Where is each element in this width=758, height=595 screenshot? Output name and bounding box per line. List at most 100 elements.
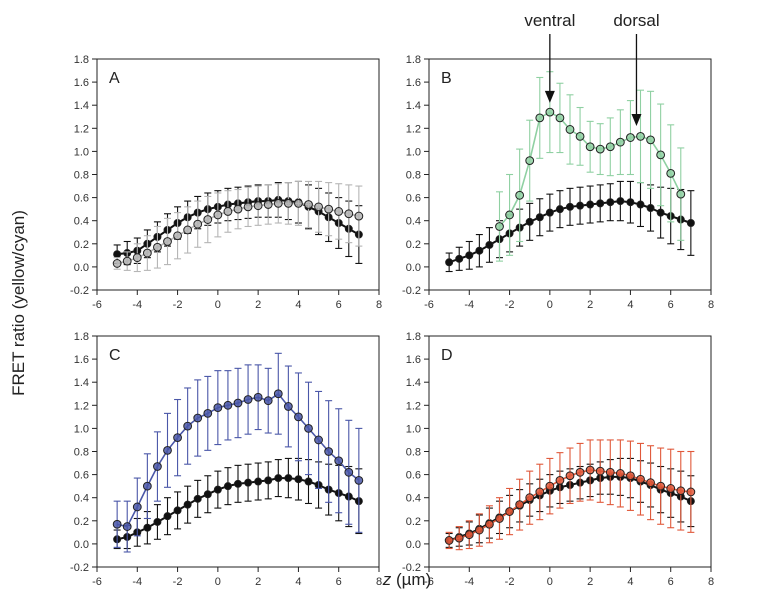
- data-point: [505, 210, 514, 220]
- y-tick-label: 0.0: [406, 262, 421, 274]
- data-point: [615, 137, 625, 147]
- data-point: [283, 198, 293, 208]
- annotation-arrow-head: [544, 90, 555, 103]
- x-tick-label: -2: [505, 299, 515, 311]
- y-tick-label: 1.8: [406, 331, 421, 343]
- annotation-label: dorsal: [613, 11, 659, 30]
- y-tick-label: 0.6: [406, 193, 421, 205]
- data-point: [253, 392, 263, 402]
- data-point: [113, 250, 122, 259]
- panel-b: -0.2 0.0 0.2 0.4 0.6 0.8 1.0 1.2 1.4 1.6 1.8 -6 -4 -2…: [402, 54, 714, 311]
- data-point: [153, 462, 162, 471]
- data-point: [656, 481, 666, 491]
- data-point: [495, 222, 504, 231]
- data-point: [535, 487, 545, 497]
- x-tick-label: 6: [336, 299, 342, 311]
- data-point: [223, 207, 233, 216]
- data-point: [646, 135, 655, 145]
- x-tick-label: -2: [173, 576, 183, 588]
- x-tick-label: 8: [376, 576, 382, 588]
- y-tick-label: 1.0: [406, 423, 421, 435]
- data-point: [555, 205, 564, 214]
- data-point: [515, 500, 525, 510]
- data-point: [354, 475, 364, 485]
- data-point: [656, 150, 666, 160]
- data-point: [273, 198, 283, 208]
- y-tick-label: 0.4: [74, 493, 89, 505]
- data-point: [213, 485, 222, 494]
- x-tick-label: 6: [336, 576, 342, 588]
- data-point: [344, 467, 354, 477]
- data-point: [143, 523, 152, 532]
- data-point: [344, 209, 354, 219]
- series-c: [112, 352, 364, 553]
- data-point: [183, 421, 193, 431]
- data-point: [304, 477, 313, 486]
- x-axis-variable: z: [382, 570, 392, 589]
- data-point: [646, 203, 655, 212]
- y-tick-label: 1.4: [406, 100, 421, 112]
- data-point: [515, 190, 525, 200]
- x-axis-unit: (µm): [391, 570, 431, 589]
- data-point: [575, 131, 585, 141]
- annotations-layer: ventral dorsal: [524, 11, 660, 126]
- data-point: [223, 400, 233, 410]
- data-point: [465, 251, 474, 260]
- y-tick-label: 1.2: [406, 123, 421, 135]
- panel-letter: D: [441, 347, 453, 364]
- x-tick-label: 0: [547, 299, 553, 311]
- panel-letter: C: [109, 347, 121, 364]
- x-tick-label: -6: [424, 576, 434, 588]
- x-tick-label: 0: [547, 576, 553, 588]
- x-tick-label: -4: [464, 299, 474, 311]
- data-point: [183, 225, 193, 235]
- y-tick-label: 1.0: [74, 423, 89, 435]
- x-tick-label: 4: [627, 299, 633, 311]
- annotation-dorsal: dorsal: [613, 11, 660, 126]
- y-tick-label: 1.2: [74, 400, 89, 412]
- data-point: [304, 424, 313, 433]
- y-tick-label: 0.0: [74, 539, 89, 551]
- panel-letter: A: [109, 70, 120, 87]
- data-point: [485, 240, 494, 249]
- data-point: [274, 474, 283, 483]
- data-point: [223, 482, 232, 491]
- data-point: [626, 471, 635, 481]
- data-point: [122, 522, 132, 531]
- data-point: [294, 475, 303, 484]
- y-tick-label: 0.0: [74, 262, 89, 274]
- data-point: [595, 466, 605, 476]
- data-point: [304, 200, 313, 209]
- data-point: [495, 514, 504, 523]
- data-point: [535, 113, 545, 123]
- data-point: [595, 144, 605, 154]
- y-tick-label: 1.0: [74, 146, 89, 158]
- data-point: [213, 210, 223, 220]
- data-point: [586, 200, 595, 209]
- data-point: [576, 201, 585, 210]
- data-point: [354, 211, 364, 221]
- data-point: [324, 204, 334, 214]
- x-tick-label: 6: [668, 299, 674, 311]
- data-point: [565, 471, 575, 481]
- panels-layer: -0.2 0.0 0.2 0.4 0.6 0.8 1.0 1.2 1.4 1.6 1.8 -6 -4 -2…: [70, 54, 714, 588]
- data-point: [455, 254, 464, 263]
- data-point: [324, 447, 334, 456]
- data-point: [666, 484, 676, 493]
- data-point: [616, 197, 625, 206]
- x-tick-label: 6: [668, 576, 674, 588]
- annotation-ventral: ventral: [524, 11, 575, 103]
- data-point: [263, 200, 273, 209]
- data-point: [153, 242, 162, 252]
- data-point: [444, 536, 454, 545]
- x-tick-label: -4: [464, 576, 474, 588]
- data-point: [525, 493, 535, 503]
- x-tick-label: -6: [424, 299, 434, 311]
- y-tick-label: 1.2: [406, 400, 421, 412]
- data-point: [605, 467, 615, 477]
- data-point: [122, 256, 132, 266]
- x-tick-label: -2: [505, 576, 515, 588]
- data-point: [244, 478, 253, 487]
- data-point: [646, 478, 655, 488]
- data-point: [545, 208, 554, 217]
